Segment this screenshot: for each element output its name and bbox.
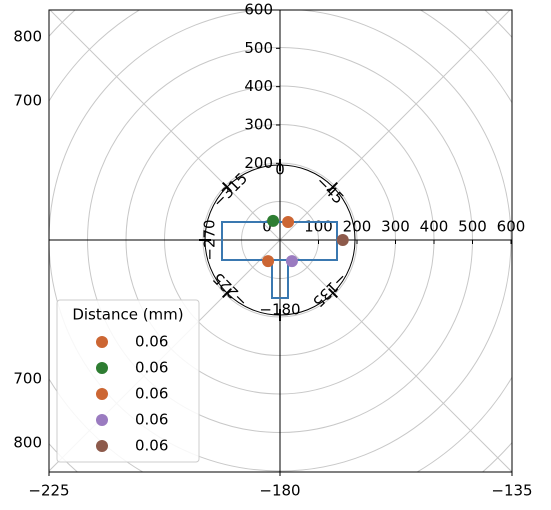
legend-title: Distance (mm) [72, 306, 183, 324]
angle-tick [222, 288, 232, 298]
legend-label: 0.06 [135, 359, 168, 377]
angle-label: −180 [259, 301, 300, 319]
angle-tick [328, 288, 338, 298]
x-tick-label: 300 [381, 218, 410, 236]
legend-label: 0.06 [135, 411, 168, 429]
left-label: 800 [13, 434, 42, 452]
y-tick-label: 300 [244, 116, 273, 134]
y-tick-label: 500 [244, 39, 273, 57]
y-tick-label: 400 [244, 77, 273, 95]
angle-tick [328, 182, 338, 192]
angle-label: −270 [201, 219, 219, 260]
x-tick-label: 0 [262, 218, 272, 236]
x-tick-label: 500 [458, 218, 487, 236]
left-label: 700 [13, 370, 42, 388]
x-tick-label: 600 [497, 218, 526, 236]
y-tick-label: 600 [244, 1, 273, 19]
legend-box [56, 299, 200, 463]
legend-marker [96, 362, 108, 374]
point [336, 234, 349, 246]
point [262, 255, 275, 268]
x-tick-label: 100 [304, 218, 333, 236]
legend-label: 0.06 [135, 385, 168, 403]
angle-label: 0 [275, 161, 285, 179]
point [282, 215, 295, 228]
left-label: 800 [13, 28, 42, 46]
legend-marker [96, 336, 108, 348]
x-tick-label: 400 [420, 218, 449, 236]
left-label: 700 [13, 92, 42, 110]
legend-marker [96, 414, 108, 426]
bottom-label: −225 [28, 482, 69, 500]
legend-marker [96, 388, 108, 400]
bottom-label: −135 [491, 482, 532, 500]
outline-box [271, 259, 289, 299]
legend-label: 0.06 [135, 437, 168, 455]
x-tick-label: 200 [343, 218, 372, 236]
legend-label: 0.06 [135, 333, 168, 351]
angle-tick [222, 182, 232, 192]
point [267, 214, 280, 227]
point [285, 255, 298, 268]
y-tick-label: 200 [244, 154, 273, 172]
bottom-label: −180 [259, 482, 300, 500]
legend-marker [96, 440, 108, 452]
